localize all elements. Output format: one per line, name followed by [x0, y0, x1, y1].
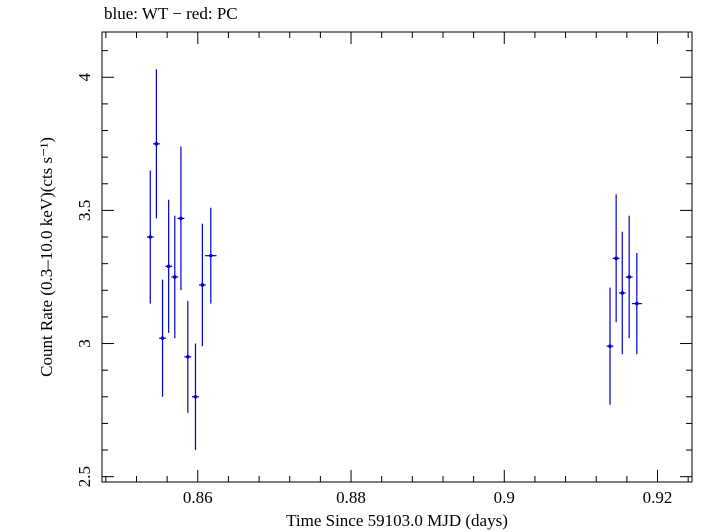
- point-marker: [166, 264, 171, 269]
- plot-frame: [101, 31, 693, 483]
- point-marker: [620, 291, 625, 295]
- point-marker: [627, 275, 631, 279]
- y-tick-label: 3.5: [75, 200, 94, 221]
- tick-labels: 0.86 0.88 0.9 0.92 2.5 3 3.5 4: [75, 73, 672, 507]
- data-point: [192, 343, 199, 451]
- data-point: [631, 253, 642, 355]
- y-tick-label: 4: [75, 73, 94, 82]
- data-point: [205, 207, 217, 304]
- x-tick-label: 0.88: [336, 488, 366, 507]
- data-point: [152, 69, 160, 219]
- data-point: [171, 215, 179, 339]
- point-marker: [614, 256, 618, 261]
- data-point: [606, 287, 614, 405]
- data-point: [177, 146, 185, 291]
- point-marker: [160, 336, 165, 341]
- data-point: [612, 194, 620, 323]
- point-marker: [200, 283, 205, 287]
- data-point: [159, 279, 166, 397]
- x-tick-label: 0.86: [183, 488, 213, 507]
- point-marker: [193, 394, 198, 399]
- data-point: [165, 199, 173, 333]
- y-tick-label: 2.5: [75, 466, 94, 487]
- point-marker: [608, 344, 612, 349]
- y-axis-label: Count Rate (0.3–10.0 keV)(cts s⁻¹): [37, 137, 56, 377]
- plot-area-border: [101, 31, 693, 483]
- point-marker: [172, 275, 177, 279]
- point-marker: [209, 253, 213, 258]
- data-point: [198, 223, 206, 347]
- x-axis-label: Time Since 59103.0 MJD (days): [286, 511, 508, 530]
- chart-caption: blue: WT − red: PC: [104, 4, 238, 23]
- point-marker: [148, 235, 153, 239]
- data-point: [618, 231, 626, 355]
- data-point: [625, 215, 633, 339]
- x-tick-label: 0.9: [494, 488, 515, 507]
- data-point: [184, 300, 192, 413]
- data-points: [146, 69, 642, 451]
- point-marker: [635, 301, 639, 306]
- point-marker: [154, 142, 159, 146]
- axis-ticks: [102, 32, 692, 482]
- data-point: [146, 170, 154, 304]
- point-marker: [186, 355, 190, 359]
- point-marker: [179, 216, 183, 221]
- y-tick-label: 3: [75, 339, 94, 348]
- x-tick-label: 0.92: [643, 488, 673, 507]
